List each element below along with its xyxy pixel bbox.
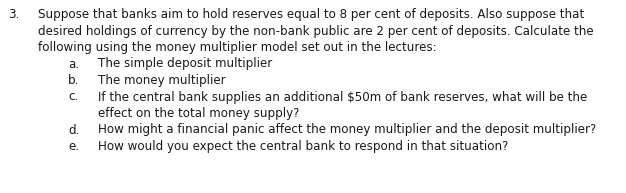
Text: effect on the total money supply?: effect on the total money supply? (98, 107, 299, 120)
Text: The simple deposit multiplier: The simple deposit multiplier (98, 58, 272, 70)
Text: The money multiplier: The money multiplier (98, 74, 225, 87)
Text: a.: a. (68, 58, 79, 70)
Text: How might a financial panic affect the money multiplier and the deposit multipli: How might a financial panic affect the m… (98, 124, 596, 136)
Text: e.: e. (68, 140, 79, 153)
Text: 3.: 3. (8, 8, 19, 21)
Text: If the central bank supplies an additional $50m of bank reserves, what will be t: If the central bank supplies an addition… (98, 91, 587, 103)
Text: b.: b. (68, 74, 80, 87)
Text: How would you expect the central bank to respond in that situation?: How would you expect the central bank to… (98, 140, 508, 153)
Text: Suppose that banks aim to hold reserves equal to 8 per cent of deposits. Also su: Suppose that banks aim to hold reserves … (38, 8, 584, 21)
Text: following using the money multiplier model set out in the lectures:: following using the money multiplier mod… (38, 41, 436, 54)
Text: desired holdings of currency by the non-bank public are 2 per cent of deposits. : desired holdings of currency by the non-… (38, 25, 593, 37)
Text: d.: d. (68, 124, 80, 136)
Text: c.: c. (68, 91, 78, 103)
